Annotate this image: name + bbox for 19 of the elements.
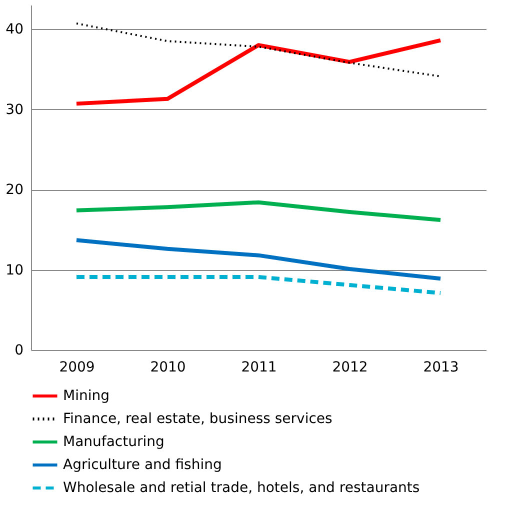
- line-series: [76, 22, 442, 78]
- x-tick-label: 2013: [423, 360, 459, 376]
- x-tick-label: 2012: [332, 360, 368, 376]
- x-tick-label: 2009: [59, 360, 95, 376]
- legend-label: Agriculture and fishing: [63, 457, 222, 473]
- legend-label: Mining: [63, 388, 110, 404]
- legend-label: Wholesale and retial trade, hotels, and restaurants: [63, 480, 420, 496]
- y-tick-label: 10: [6, 262, 24, 278]
- legend-label: Finance, real estate, business services: [63, 411, 332, 427]
- y-tick-label: 0: [14, 342, 24, 358]
- legend-label: Manufacturing: [63, 434, 164, 450]
- line-series: [74, 38, 442, 106]
- line-series: [74, 200, 442, 222]
- x-tick-label: 2011: [241, 360, 277, 376]
- y-tick-label: 30: [6, 102, 24, 118]
- y-tick-label: 20: [6, 182, 24, 198]
- x-tick-label: 2010: [150, 360, 186, 376]
- line-series: [74, 238, 442, 281]
- y-tick-label: 40: [6, 22, 24, 38]
